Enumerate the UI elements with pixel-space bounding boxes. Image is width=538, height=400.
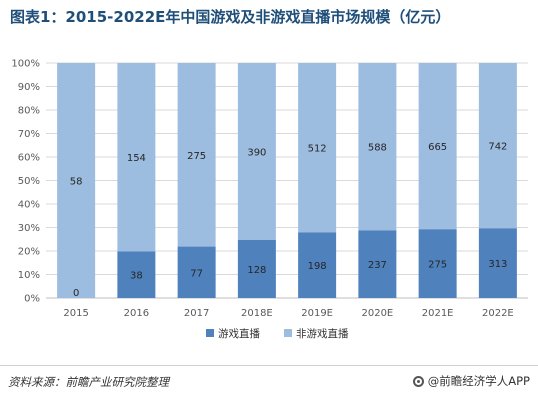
data-label-nongame: 588 [368, 143, 387, 154]
footer-divider [0, 365, 538, 366]
x-tick-label: 2021E [422, 308, 454, 319]
y-tick-label: 20% [18, 247, 40, 258]
data-label-game: 77 [190, 268, 203, 279]
data-label-game: 0 [73, 288, 79, 299]
y-tick-label: 70% [18, 129, 40, 140]
x-tick-label: 2019E [301, 308, 333, 319]
bar-game-2020E [358, 230, 397, 298]
data-label-game: 198 [308, 261, 327, 272]
bar-game-2017 [177, 246, 216, 298]
bar-game-2016 [117, 251, 156, 298]
data-label-game: 313 [488, 259, 507, 270]
data-label-game: 128 [247, 265, 266, 276]
legend-swatch [206, 329, 214, 337]
data-label-nongame: 512 [308, 144, 327, 155]
bar-game-2021E [418, 229, 457, 298]
source-note: 资料来源：前瞻产业研究院整理 [8, 375, 169, 389]
bar-game-2019E [298, 232, 337, 298]
brand-label: @前瞻经济学人APP [412, 373, 530, 389]
data-label-game: 38 [130, 271, 143, 282]
y-tick-label: 100% [11, 59, 40, 70]
x-tick-label: 2020E [361, 308, 393, 319]
y-tick-label: 60% [18, 153, 40, 164]
y-tick-label: 40% [18, 200, 40, 211]
data-label-game: 237 [368, 260, 387, 271]
bar-nongame-2018E [237, 63, 276, 240]
x-tick-label: 2022E [482, 308, 514, 319]
brand-text: @前瞻经济学人APP [427, 374, 530, 388]
bar-nongame-2019E [298, 63, 337, 233]
data-label-nongame: 58 [70, 177, 83, 188]
x-tick-label: 2016 [124, 308, 149, 319]
x-tick-label: 2018E [241, 308, 273, 319]
legend-label: 游戏直播 [218, 327, 260, 340]
brand-logo-icon [412, 375, 424, 387]
bar-nongame-2015 [57, 63, 96, 298]
bar-game-2018E [237, 239, 276, 298]
data-label-game: 275 [428, 260, 447, 271]
bar-nongame-2022E [478, 63, 517, 229]
y-tick-label: 30% [18, 223, 40, 234]
x-tick-label: 2017 [184, 308, 209, 319]
bar-nongame-2017 [177, 63, 216, 247]
bar-game-2022E [478, 228, 517, 298]
data-label-nongame: 275 [187, 151, 206, 162]
bar-nongame-2020E [358, 63, 397, 231]
bar-nongame-2016 [117, 63, 156, 252]
data-label-nongame: 390 [247, 147, 266, 158]
data-label-nongame: 742 [488, 142, 507, 153]
data-label-nongame: 665 [428, 142, 447, 153]
stacked-bar-chart: 0% 10% 20% 30% 40% 50% 60% 70% 80% 90% 100% 58 0 2015… [11, 59, 528, 340]
legend-label: 非游戏直播 [296, 327, 349, 340]
bar-nongame-2021E [418, 63, 457, 230]
y-tick-label: 50% [18, 176, 40, 187]
data-label-nongame: 154 [127, 153, 146, 164]
y-tick-label: 90% [18, 82, 40, 93]
legend-swatch [284, 329, 292, 337]
chart-title: 图表1：2015-2022E年中国游戏及非游戏直播市场规模（亿元） [10, 8, 451, 26]
x-tick-label: 2015 [63, 308, 88, 319]
y-tick-label: 0% [24, 294, 40, 305]
y-tick-label: 10% [18, 270, 40, 281]
y-tick-label: 80% [18, 106, 40, 117]
